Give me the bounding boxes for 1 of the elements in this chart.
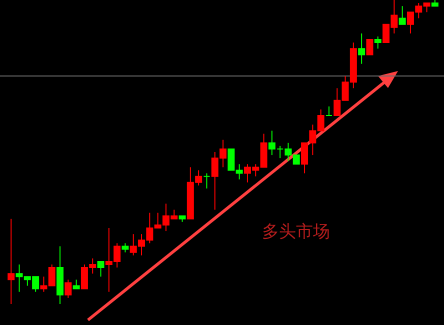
annotation: 多头市场 (262, 221, 330, 243)
